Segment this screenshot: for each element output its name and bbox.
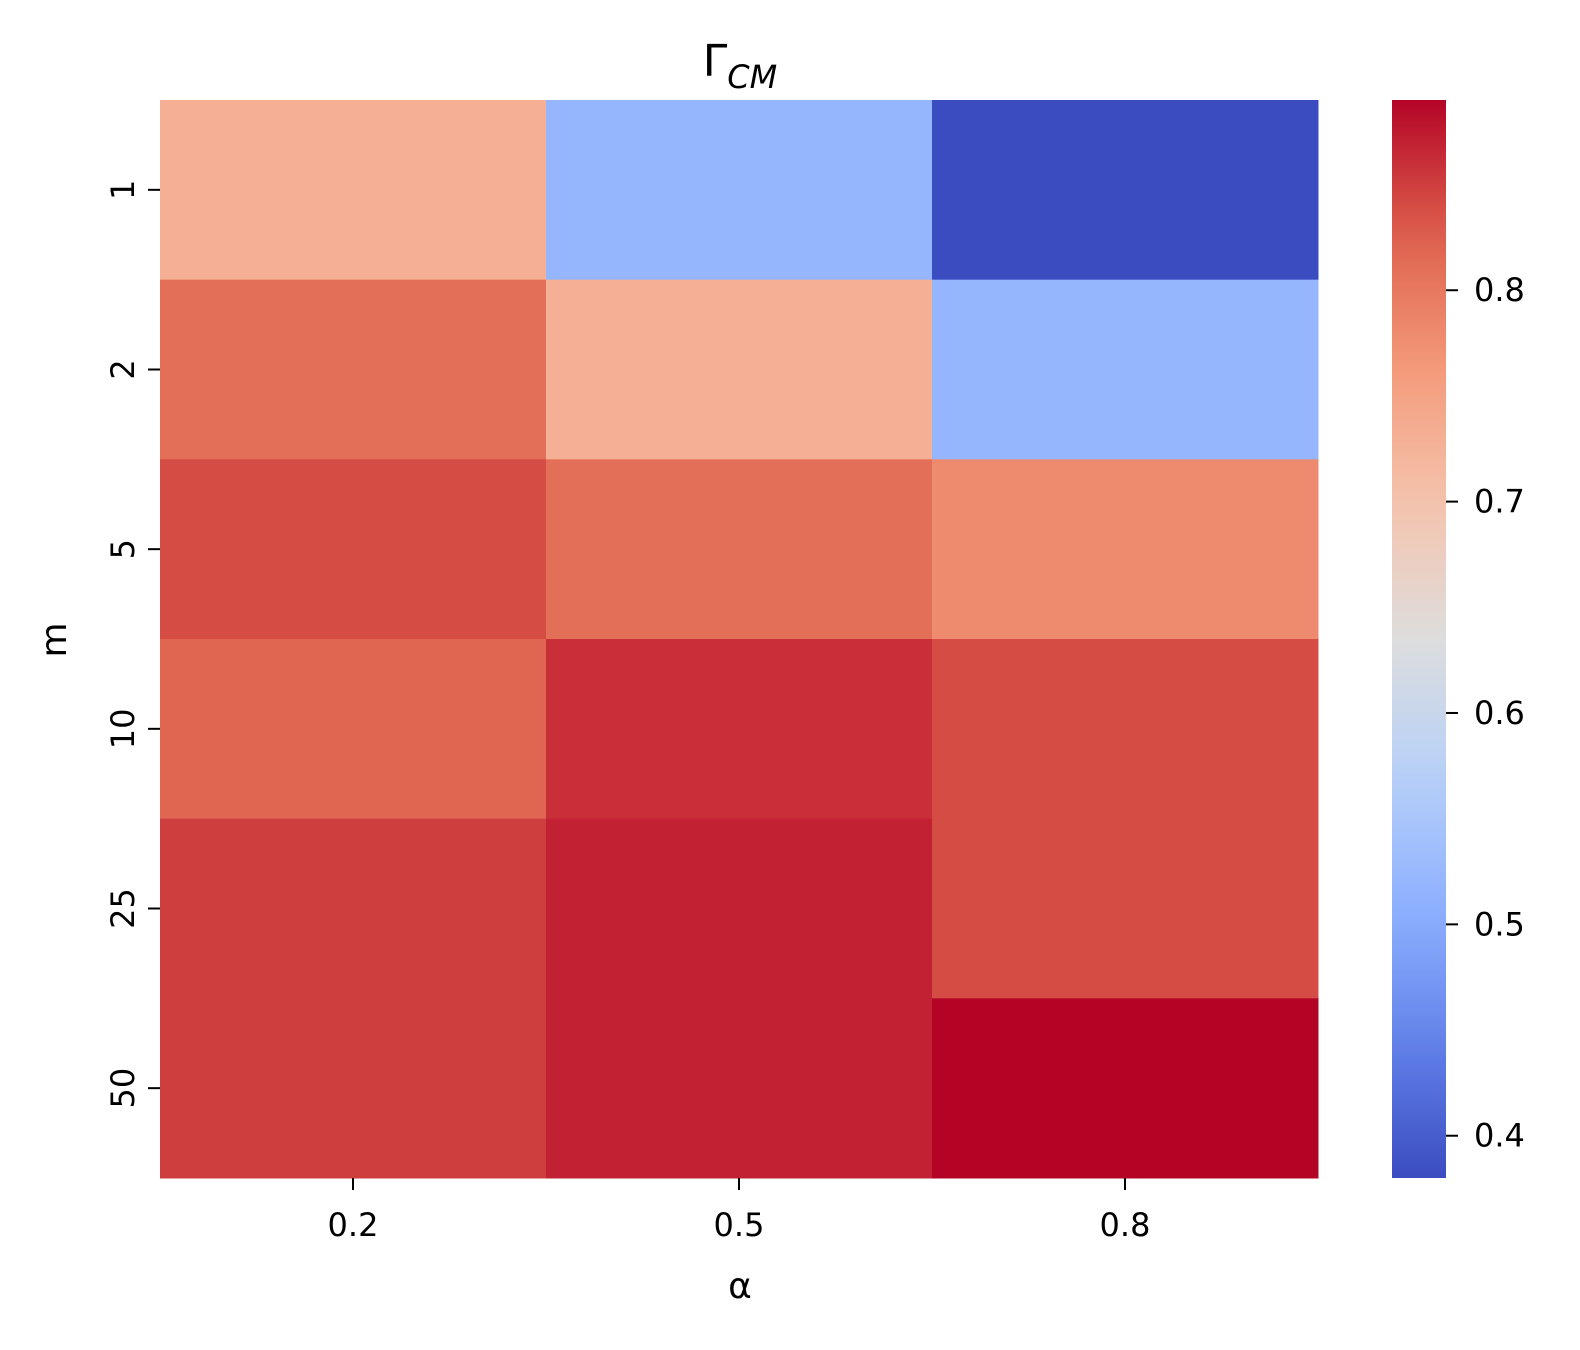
heatmap-cell	[160, 639, 547, 820]
heatmap-cell	[932, 459, 1319, 640]
heatmap-cell	[160, 100, 547, 281]
x-tick-label: 0.2	[328, 1206, 379, 1244]
colorbar	[1392, 100, 1446, 1178]
y-tick-label: 50	[104, 1068, 142, 1109]
x-tick-label: 0.8	[1100, 1206, 1151, 1244]
heatmap-cell	[932, 639, 1319, 820]
heatmap-cell	[546, 100, 933, 281]
heatmap-cell	[546, 459, 933, 640]
heatmap-cell	[160, 279, 547, 460]
heatmap-cell	[546, 279, 933, 460]
chart-title: ΓCM	[703, 36, 777, 96]
x-axis-label: α	[728, 1266, 752, 1307]
heatmap-cell	[932, 279, 1319, 460]
x-axis: 0.2 0.5 0.8	[328, 1178, 1151, 1244]
chart-title-base: Γ	[703, 36, 728, 87]
colorbar-ticks: 0.4 0.5 0.6 0.7 0.8	[1446, 271, 1525, 1155]
heatmap-cell	[932, 100, 1319, 281]
y-axis-label: m	[34, 622, 75, 657]
colorbar-tick-label: 0.4	[1474, 1117, 1525, 1155]
y-tick-label: 5	[104, 539, 142, 559]
x-tick-label: 0.5	[714, 1206, 765, 1244]
y-tick-label: 10	[104, 708, 142, 749]
colorbar-tick-label: 0.5	[1474, 905, 1525, 943]
heatmap-cell	[932, 998, 1319, 1179]
heatmap-cell	[160, 459, 547, 640]
heatmap-cell	[546, 818, 933, 999]
y-tick-label: 1	[104, 180, 142, 200]
y-tick-label: 25	[104, 888, 142, 929]
heatmap-cells	[160, 100, 1319, 1179]
colorbar-tick-label: 0.6	[1474, 694, 1525, 732]
chart-title-subscript: CM	[727, 58, 777, 96]
heatmap-cell	[932, 818, 1319, 999]
heatmap-cell	[546, 998, 933, 1179]
y-tick-label: 2	[104, 359, 142, 379]
colorbar-tick-label: 0.8	[1474, 271, 1525, 309]
heatmap-cell	[546, 639, 933, 820]
heatmap-cell	[160, 818, 547, 999]
heatmap-cell	[160, 998, 547, 1179]
colorbar-tick-label: 0.7	[1474, 483, 1525, 521]
